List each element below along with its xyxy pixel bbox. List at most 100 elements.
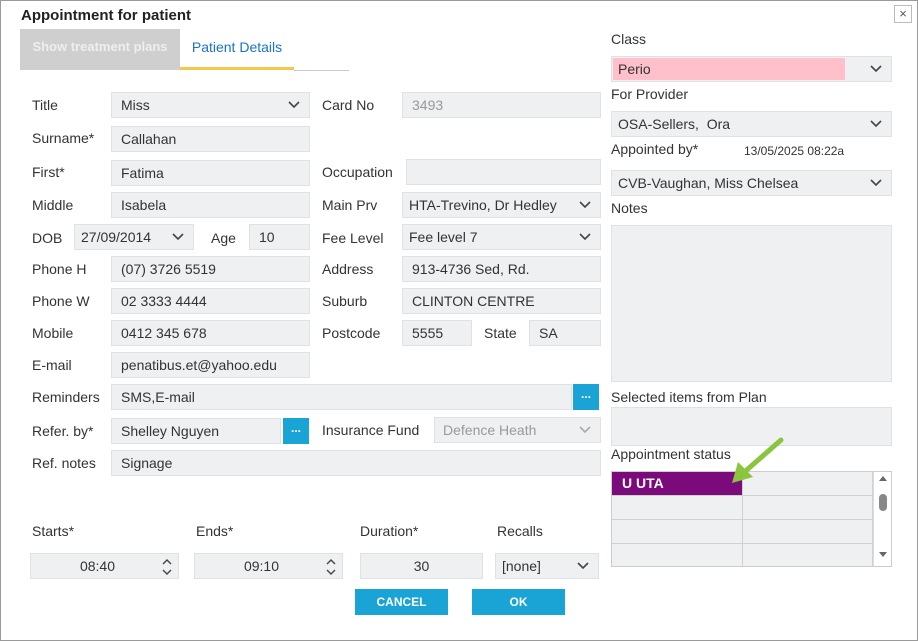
refer-by-more-button[interactable]: ...: [283, 418, 309, 444]
class-label: Class: [611, 31, 647, 47]
postcode-label: Postcode: [322, 325, 381, 341]
first-name-label: First*: [32, 164, 65, 180]
ref-notes-field[interactable]: Signage: [111, 450, 601, 476]
ends-field[interactable]: 09:10: [194, 553, 343, 579]
phone-home-field[interactable]: (07) 3726 5519: [111, 256, 310, 282]
status-cell[interactable]: [743, 544, 873, 566]
status-cell[interactable]: [743, 520, 873, 544]
tab-patient-details[interactable]: Patient Details: [180, 29, 294, 70]
green-arrow-pointer-icon: [732, 437, 784, 483]
status-scrollbar[interactable]: [873, 472, 891, 566]
title-select[interactable]: Miss: [111, 92, 310, 118]
email-field[interactable]: penatibus.et@yahoo.edu: [111, 352, 310, 378]
tab-show-treatment-plans[interactable]: Show treatment plans: [20, 29, 180, 70]
status-cell[interactable]: [612, 520, 743, 544]
chevron-down-icon: [579, 225, 593, 249]
status-cell[interactable]: [612, 496, 743, 520]
for-provider-value: OSA-Sellers, Ora: [618, 116, 731, 132]
occupation-label: Occupation: [322, 164, 393, 180]
starts-field[interactable]: 08:40: [30, 553, 179, 579]
card-no-label: Card No: [322, 97, 375, 113]
dob-select[interactable]: 27/09/2014: [74, 224, 194, 250]
appointed-date: 13/05/2025 08:22a: [744, 144, 845, 158]
phone-work-label: Phone W: [32, 293, 90, 309]
recalls-label: Recalls: [497, 523, 543, 539]
class-value: Perio: [618, 61, 651, 77]
fee-level-value: Fee level 7: [409, 229, 478, 245]
starts-label: Starts*: [32, 523, 75, 539]
surname-field[interactable]: Callahan: [111, 126, 310, 152]
recalls-select[interactable]: [none]: [495, 553, 599, 579]
middle-name-label: Middle: [32, 197, 74, 213]
fee-level-label: Fee Level: [322, 230, 384, 246]
email-label: E-mail: [32, 357, 72, 373]
age-label: Age: [211, 230, 236, 246]
mobile-field[interactable]: 0412 345 678: [111, 320, 310, 346]
dialog-title: Appointment for patient: [21, 7, 191, 24]
appointment-status-grid[interactable]: U UTA: [611, 471, 892, 567]
postcode-field[interactable]: 5555: [402, 320, 472, 346]
tab-divider: [294, 70, 349, 71]
chevron-down-icon: [579, 193, 593, 217]
chevron-down-icon: [870, 57, 884, 81]
main-provider-value: HTA-Trevino, Dr Hedley: [409, 197, 557, 213]
dob-label: DOB: [32, 230, 63, 246]
fee-level-select[interactable]: Fee level 7: [402, 224, 601, 250]
insurance-fund-select[interactable]: Defence Heath: [434, 417, 601, 443]
reminders-more-button[interactable]: ...: [573, 384, 599, 410]
status-cell[interactable]: [743, 472, 873, 496]
occupation-field[interactable]: [406, 159, 601, 185]
dob-value: 27/09/2014: [81, 229, 152, 245]
appointed-by-select[interactable]: CVB-Vaughan, Miss Chelsea: [611, 170, 892, 196]
chevron-down-icon: [870, 171, 884, 195]
chevron-down-icon: [870, 112, 884, 136]
mobile-label: Mobile: [32, 325, 74, 341]
refer-by-label: Refer. by*: [32, 423, 94, 439]
refer-by-field[interactable]: Shelley Nguyen: [111, 418, 281, 444]
notes-label: Notes: [611, 200, 648, 216]
state-label: State: [484, 325, 517, 341]
recalls-value: [none]: [502, 558, 541, 574]
appointed-by-label: Appointed by*: [611, 141, 699, 157]
address-field[interactable]: 913-4736 Sed, Rd.: [402, 256, 601, 282]
reminders-field[interactable]: SMS,E-mail: [111, 384, 572, 410]
suburb-field[interactable]: CLINTON CENTRE: [402, 288, 601, 314]
class-color-highlight: [613, 58, 845, 80]
title-value: Miss: [121, 97, 150, 113]
status-cell-selected[interactable]: U UTA: [612, 472, 743, 496]
for-provider-label: For Provider: [611, 86, 689, 102]
cancel-button[interactable]: CANCEL: [355, 589, 448, 615]
first-name-field[interactable]: Fatima: [111, 160, 310, 186]
selected-items-label: Selected items from Plan: [611, 389, 767, 405]
duration-label: Duration*: [360, 523, 419, 539]
duration-field[interactable]: 30: [360, 553, 483, 579]
up-down-spinner-icon[interactable]: [162, 557, 172, 577]
for-provider-select[interactable]: OSA-Sellers, Ora: [611, 111, 892, 137]
appointed-by-value: CVB-Vaughan, Miss Chelsea: [618, 175, 799, 191]
selected-items-box[interactable]: [611, 407, 892, 446]
status-cell[interactable]: [612, 544, 743, 566]
phone-home-label: Phone H: [32, 261, 87, 277]
insurance-fund-value: Defence Heath: [443, 422, 537, 438]
main-provider-select[interactable]: HTA-Trevino, Dr Hedley: [402, 192, 601, 218]
notes-textarea[interactable]: [611, 225, 892, 382]
state-field[interactable]: SA: [529, 320, 601, 346]
insurance-fund-label: Insurance Fund: [322, 422, 420, 438]
close-icon[interactable]: ×: [894, 5, 912, 23]
phone-work-field[interactable]: 02 3333 4444: [111, 288, 310, 314]
reminders-label: Reminders: [32, 389, 100, 405]
class-select[interactable]: Perio: [611, 56, 892, 82]
card-no-field: 3493: [402, 92, 601, 118]
main-provider-label: Main Prv: [322, 197, 378, 213]
suburb-label: Suburb: [322, 293, 368, 309]
chevron-down-icon: [172, 225, 186, 249]
ends-value: 09:10: [243, 558, 280, 574]
ok-button[interactable]: OK: [472, 589, 565, 615]
middle-name-field[interactable]: Isabela: [111, 192, 310, 218]
address-label: Address: [322, 261, 374, 277]
surname-label: Surname*: [32, 130, 95, 146]
up-down-spinner-icon[interactable]: [326, 557, 336, 577]
status-cell[interactable]: [743, 496, 873, 520]
starts-value: 08:40: [79, 558, 116, 574]
